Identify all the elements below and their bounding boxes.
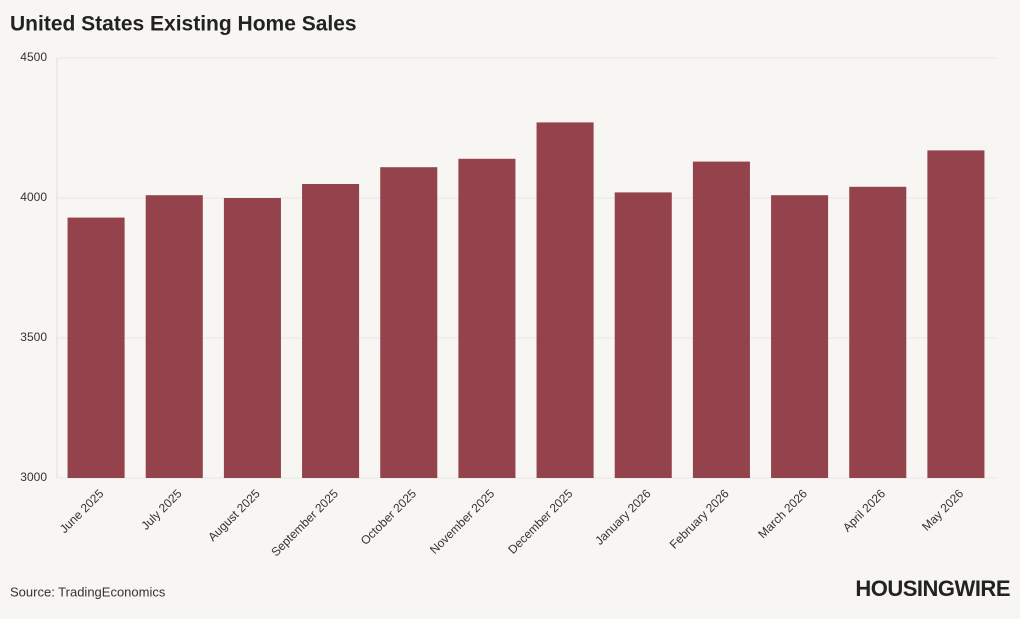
y-tick-label: 4500 [20,50,47,64]
chart-title: United States Existing Home Sales [10,13,357,36]
bar [536,122,594,479]
bar [692,161,750,478]
bar [927,150,985,478]
bar [67,217,125,478]
y-tick-label: 3500 [20,330,47,344]
source: Source: TradingEconomics [10,584,166,599]
bar [302,184,360,478]
bar [614,192,672,478]
y-tick-label: 3000 [20,470,47,484]
bar [380,167,438,478]
bar [771,195,829,478]
bar [849,186,907,479]
bar [458,158,516,479]
bar [223,198,281,478]
logo: HOUSINGWIRE [855,576,1010,601]
bar [145,195,203,478]
y-tick-label: 4000 [20,190,47,204]
